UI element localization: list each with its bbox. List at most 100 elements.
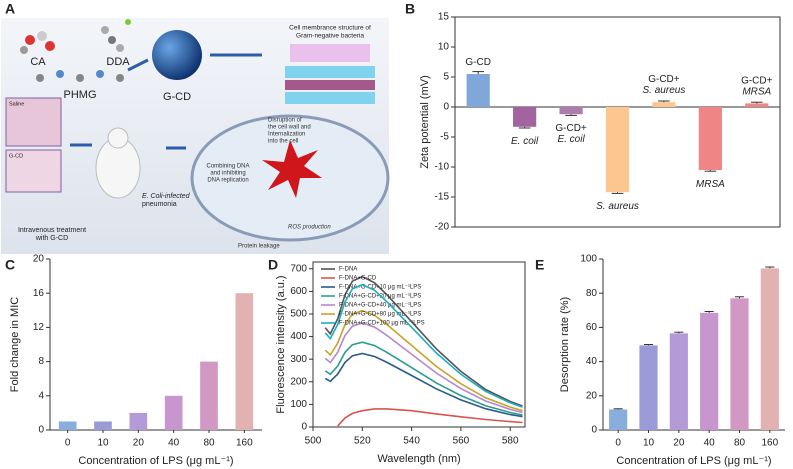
x-axis-label: Wavelength (nm) bbox=[377, 453, 460, 465]
y-tick-label: 8 bbox=[38, 356, 44, 367]
x-tick-label: 80 bbox=[203, 438, 215, 449]
error-bar bbox=[658, 100, 670, 103]
bar bbox=[235, 293, 254, 430]
mechanism: into the cell bbox=[268, 139, 298, 145]
bar bbox=[639, 345, 658, 430]
micrograph bbox=[5, 97, 62, 147]
y-tick-label: 100 bbox=[580, 254, 597, 265]
y-tick-label: 0 bbox=[301, 422, 307, 433]
series-line bbox=[324, 352, 523, 418]
treatment-label: with G-CD bbox=[35, 235, 68, 242]
legend-label: F-DNA+G-CD+100 μg mL⁻¹LPS bbox=[339, 321, 425, 327]
label-line: MRSA bbox=[742, 86, 771, 97]
x-tick-label: G-CD+ MRSA bbox=[741, 75, 773, 97]
label-line: MRSA bbox=[696, 179, 725, 190]
y-tick-label: 400 bbox=[290, 331, 307, 342]
y-tick-label: -20 bbox=[435, 222, 450, 233]
panel-label: A bbox=[5, 1, 15, 17]
bar bbox=[700, 312, 719, 430]
error-bar bbox=[674, 331, 684, 334]
mechanism: ROS production bbox=[288, 225, 331, 231]
bar bbox=[559, 107, 583, 115]
y-tick-label: 4 bbox=[38, 390, 44, 401]
x-tick-label: 540 bbox=[403, 436, 420, 447]
panel-label: E bbox=[535, 257, 544, 273]
molecules bbox=[20, 19, 131, 82]
y-tick-label: -10 bbox=[435, 162, 450, 173]
label-line: G-CD bbox=[465, 57, 491, 68]
y-axis-label: Zeta potential (mV) bbox=[419, 75, 431, 169]
legend-label: F-DNA+G-CD bbox=[339, 276, 377, 282]
x-tick-label: 160 bbox=[236, 438, 253, 449]
error-bar bbox=[734, 296, 745, 299]
mechanism: DNA replication bbox=[207, 178, 248, 184]
y-axis-label: Fluorescence intensity (a.u.) bbox=[275, 275, 287, 413]
y-tick-label: 0 bbox=[591, 425, 597, 436]
frame bbox=[454, 16, 781, 228]
label-line: S. aureus bbox=[596, 201, 639, 212]
g-cd-sphere bbox=[152, 30, 202, 80]
molecule-label: CA bbox=[30, 56, 46, 68]
caption: Gram-negative bacteria bbox=[296, 33, 364, 40]
y-tick-label: 500 bbox=[290, 309, 307, 320]
series-line bbox=[324, 309, 523, 412]
product-label: G-CD bbox=[163, 91, 191, 103]
x-tick-label: 560 bbox=[453, 436, 470, 447]
error-bar bbox=[472, 71, 485, 74]
error-bar bbox=[704, 170, 717, 172]
y-tick-label: 15 bbox=[438, 12, 450, 23]
molecule-label: DDA bbox=[106, 56, 130, 68]
bar bbox=[730, 298, 749, 430]
mechanism: Internalization bbox=[268, 132, 305, 138]
series-line bbox=[324, 341, 523, 416]
bar bbox=[200, 361, 218, 430]
error-bar bbox=[750, 101, 763, 104]
label-line: E. coil bbox=[511, 135, 539, 146]
micrograph-label: Saline bbox=[9, 101, 24, 107]
x-tick-label: MRSA bbox=[696, 179, 725, 190]
x-tick-label: G-CD bbox=[465, 57, 491, 68]
x-tick-label: 10 bbox=[643, 438, 655, 449]
micrograph-label: G-CD bbox=[9, 153, 23, 159]
series-line bbox=[324, 322, 523, 414]
bar bbox=[760, 268, 779, 430]
x-axis-label: Concentration of LPS (μg mL⁻¹) bbox=[616, 455, 771, 467]
x-tick-label: G-CD+ S. aureus bbox=[643, 74, 686, 96]
panel-label: B bbox=[405, 1, 415, 17]
error-bar bbox=[565, 114, 577, 116]
error-bar bbox=[613, 408, 623, 410]
label-line: G-CD+ bbox=[555, 123, 587, 134]
x-tick-label: 10 bbox=[97, 438, 109, 449]
frame bbox=[312, 261, 526, 428]
legend-label: F-DNA bbox=[339, 267, 357, 273]
arrow bbox=[127, 58, 149, 72]
y-axis-label: Desorption rate (%) bbox=[559, 297, 571, 392]
bar bbox=[513, 107, 537, 127]
label-line: G-CD+ bbox=[741, 75, 773, 86]
x-tick-label: S. aureus bbox=[596, 201, 639, 212]
error-bar bbox=[704, 310, 714, 313]
bar bbox=[745, 103, 769, 107]
bar bbox=[698, 107, 722, 170]
error-bar bbox=[643, 344, 654, 346]
x-tick-label: 0 bbox=[615, 438, 621, 449]
y-tick-label: -5 bbox=[440, 132, 449, 143]
error-bar bbox=[518, 126, 531, 129]
error-bar bbox=[765, 266, 775, 269]
y-tick-label: 20 bbox=[33, 254, 45, 265]
y-tick-label: 100 bbox=[290, 399, 307, 410]
series-line bbox=[324, 283, 523, 408]
y-tick-label: 10 bbox=[438, 42, 450, 53]
label-line: E. coil bbox=[557, 134, 585, 145]
molecule-label: PHMG bbox=[64, 89, 97, 101]
y-tick-label: 0 bbox=[443, 102, 449, 113]
legend-label: F-DNA+G-CD+20 μg mL⁻¹LPS bbox=[339, 294, 421, 300]
schematic: A CA DDA PHMG G-CD Cell membrance struct… bbox=[1, 1, 390, 254]
panel-label: C bbox=[5, 257, 15, 273]
bar bbox=[652, 102, 676, 107]
treatment-label: Intravenous treatment bbox=[18, 227, 86, 234]
mechanism: the cell wall and bbox=[268, 125, 311, 131]
x-axis-label: Concentration of LPS (μg mL⁻¹) bbox=[78, 455, 233, 467]
error-bar bbox=[611, 192, 624, 194]
series-line bbox=[324, 275, 523, 407]
